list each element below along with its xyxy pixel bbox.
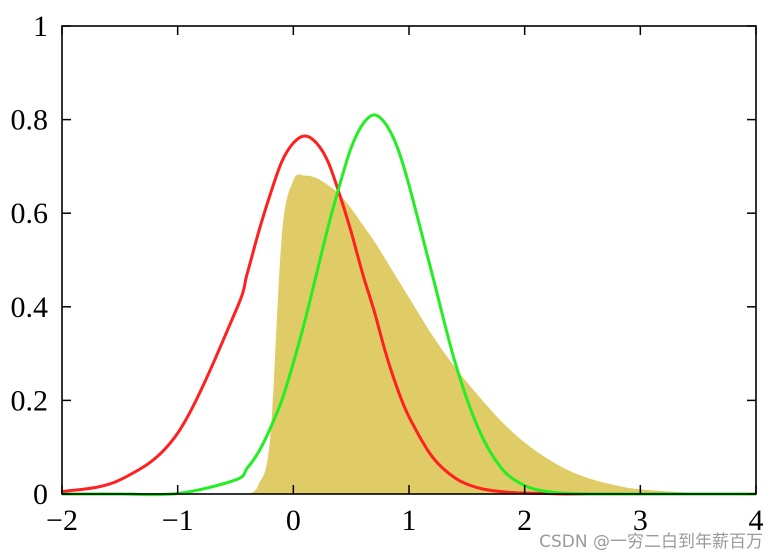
- x-tick-label: −2: [46, 504, 78, 537]
- watermark: CSDN @一穷二白到年薪百万: [539, 532, 763, 552]
- y-tick-label: 0.2: [11, 384, 49, 417]
- tick-labels-layer: −2 −1 0 1 2 3 4 0 0.2 0.4 0.6 0.8 1: [11, 10, 764, 537]
- y-tick-label: 0.4: [11, 291, 49, 324]
- x-tick-label: 2: [517, 504, 532, 537]
- x-tick-label: 1: [402, 504, 417, 537]
- y-tick-label: 0.8: [11, 104, 49, 137]
- x-tick-label: −1: [162, 504, 194, 537]
- x-tick-label: 0: [286, 504, 301, 537]
- x-tick-label: 4: [749, 504, 764, 537]
- ticks-layer: [61, 25, 757, 495]
- y-tick-label: 0.6: [11, 197, 49, 230]
- y-tick-label: 0: [33, 478, 48, 511]
- series-0-area: [62, 174, 756, 495]
- series-layer: [61, 113, 756, 497]
- x-tick-label: 3: [633, 504, 648, 537]
- y-tick-label: 1: [33, 10, 48, 43]
